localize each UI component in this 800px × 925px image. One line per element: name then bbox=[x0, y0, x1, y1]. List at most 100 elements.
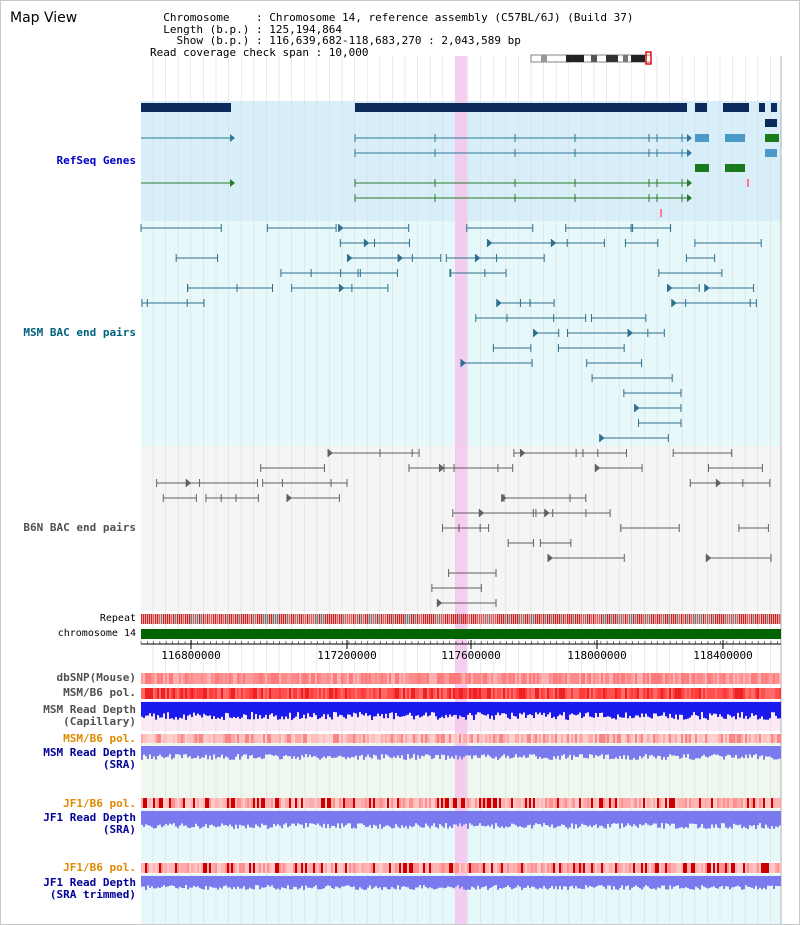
read-depth-bin bbox=[737, 876, 739, 886]
polymorphism-bin bbox=[681, 734, 683, 743]
read-depth-bin bbox=[293, 811, 295, 824]
read-depth-bin bbox=[773, 746, 775, 760]
polymorphism-bin bbox=[425, 673, 427, 684]
polymorphism-bin bbox=[239, 688, 241, 699]
polymorphism-bin bbox=[655, 673, 657, 684]
polymorphism-bin bbox=[521, 734, 523, 743]
polymorphism-bin bbox=[391, 673, 393, 684]
polymorphism-bin bbox=[691, 688, 693, 699]
read-depth-bin bbox=[473, 811, 475, 827]
polymorphism-bin bbox=[651, 688, 653, 699]
polymorphism-bin bbox=[581, 673, 583, 684]
polymorphism-bin bbox=[361, 734, 363, 743]
repeat-element bbox=[349, 614, 351, 624]
polymorphism-bin bbox=[685, 688, 687, 699]
read-depth-bin bbox=[477, 746, 479, 758]
polymorphism-bin bbox=[559, 863, 561, 873]
polymorphism-bin bbox=[525, 798, 527, 808]
polymorphism-bin bbox=[761, 863, 763, 873]
repeat-element bbox=[457, 614, 459, 624]
read-depth-bin bbox=[253, 876, 255, 890]
read-depth-bin bbox=[549, 746, 551, 760]
polymorphism-bin bbox=[367, 688, 369, 699]
polymorphism-bin bbox=[315, 798, 317, 808]
polymorphism-bin bbox=[375, 688, 377, 699]
polymorphism-bin bbox=[363, 798, 365, 808]
polymorphism-bin bbox=[775, 688, 777, 699]
polymorphism-bin bbox=[345, 798, 347, 808]
read-depth-bin bbox=[515, 811, 517, 826]
repeat-element bbox=[653, 614, 655, 624]
polymorphism-bin bbox=[339, 734, 341, 743]
polymorphism-bin bbox=[475, 673, 477, 684]
read-depth-bin bbox=[571, 702, 573, 714]
polymorphism-bin bbox=[469, 734, 471, 743]
read-depth-bin bbox=[271, 702, 273, 714]
read-depth-bin bbox=[419, 702, 421, 718]
axis-tick-2: 117200000 bbox=[317, 649, 377, 662]
read-depth-bin bbox=[275, 876, 277, 890]
read-depth-bin bbox=[325, 876, 327, 887]
read-depth-bin bbox=[371, 876, 373, 889]
polymorphism-bin bbox=[441, 688, 443, 699]
read-depth-bin bbox=[697, 746, 699, 759]
polymorphism-bin bbox=[461, 798, 463, 808]
polymorphism-bin bbox=[569, 673, 571, 684]
polymorphism-bin bbox=[711, 863, 713, 873]
read-depth-bin bbox=[535, 702, 537, 713]
polymorphism-bin bbox=[347, 734, 349, 743]
read-depth-bin bbox=[141, 702, 143, 717]
read-depth-bin bbox=[257, 811, 259, 827]
read-depth-bin bbox=[165, 746, 167, 758]
polymorphism-bin bbox=[469, 798, 471, 808]
repeat-element bbox=[601, 614, 603, 624]
polymorphism-bin bbox=[479, 688, 481, 699]
polymorphism-bin bbox=[635, 673, 637, 684]
polymorphism-bin bbox=[405, 673, 407, 684]
polymorphism-bin bbox=[171, 798, 173, 808]
polymorphism-bin bbox=[313, 863, 315, 873]
read-depth-bin bbox=[665, 746, 667, 760]
polymorphism-bin bbox=[701, 688, 703, 699]
polymorphism-bin bbox=[397, 798, 399, 808]
polymorphism-bin bbox=[753, 798, 755, 808]
read-depth-bin bbox=[393, 811, 395, 829]
read-depth-bin bbox=[571, 876, 573, 886]
read-depth-bin bbox=[553, 702, 555, 717]
read-depth-bin bbox=[199, 811, 201, 829]
polymorphism-bin bbox=[273, 798, 275, 808]
repeat-element bbox=[341, 614, 343, 624]
repeat-element bbox=[513, 614, 515, 624]
polymorphism-bin bbox=[733, 688, 735, 699]
polymorphism-bin bbox=[235, 734, 237, 743]
read-depth-bin bbox=[475, 702, 477, 715]
read-depth-bin bbox=[607, 746, 609, 755]
read-depth-bin bbox=[517, 746, 519, 758]
read-depth-bin bbox=[243, 876, 245, 887]
polymorphism-bin bbox=[297, 863, 299, 873]
repeat-element bbox=[515, 614, 517, 624]
repeat-element bbox=[225, 614, 227, 624]
read-depth-bin bbox=[351, 811, 353, 829]
polymorphism-bin bbox=[199, 798, 201, 808]
polymorphism-bin bbox=[617, 673, 619, 684]
read-depth-bin bbox=[753, 811, 755, 826]
repeat-element bbox=[413, 614, 415, 624]
read-depth-bin bbox=[271, 746, 273, 756]
read-depth-bin bbox=[479, 702, 481, 713]
read-depth-bin bbox=[607, 702, 609, 717]
polymorphism-bin bbox=[265, 688, 267, 699]
read-depth-bin bbox=[467, 702, 469, 715]
polymorphism-bin bbox=[511, 688, 513, 699]
repeat-element bbox=[147, 614, 149, 624]
read-depth-bin bbox=[407, 876, 409, 888]
read-depth-bin bbox=[323, 702, 325, 715]
polymorphism-bin bbox=[431, 863, 433, 873]
read-depth-bin bbox=[561, 876, 563, 890]
read-depth-bin bbox=[227, 746, 229, 758]
read-depth-bin bbox=[173, 876, 175, 886]
polymorphism-bin bbox=[561, 688, 563, 699]
repeat-element bbox=[711, 614, 713, 624]
polymorphism-bin bbox=[601, 673, 603, 684]
